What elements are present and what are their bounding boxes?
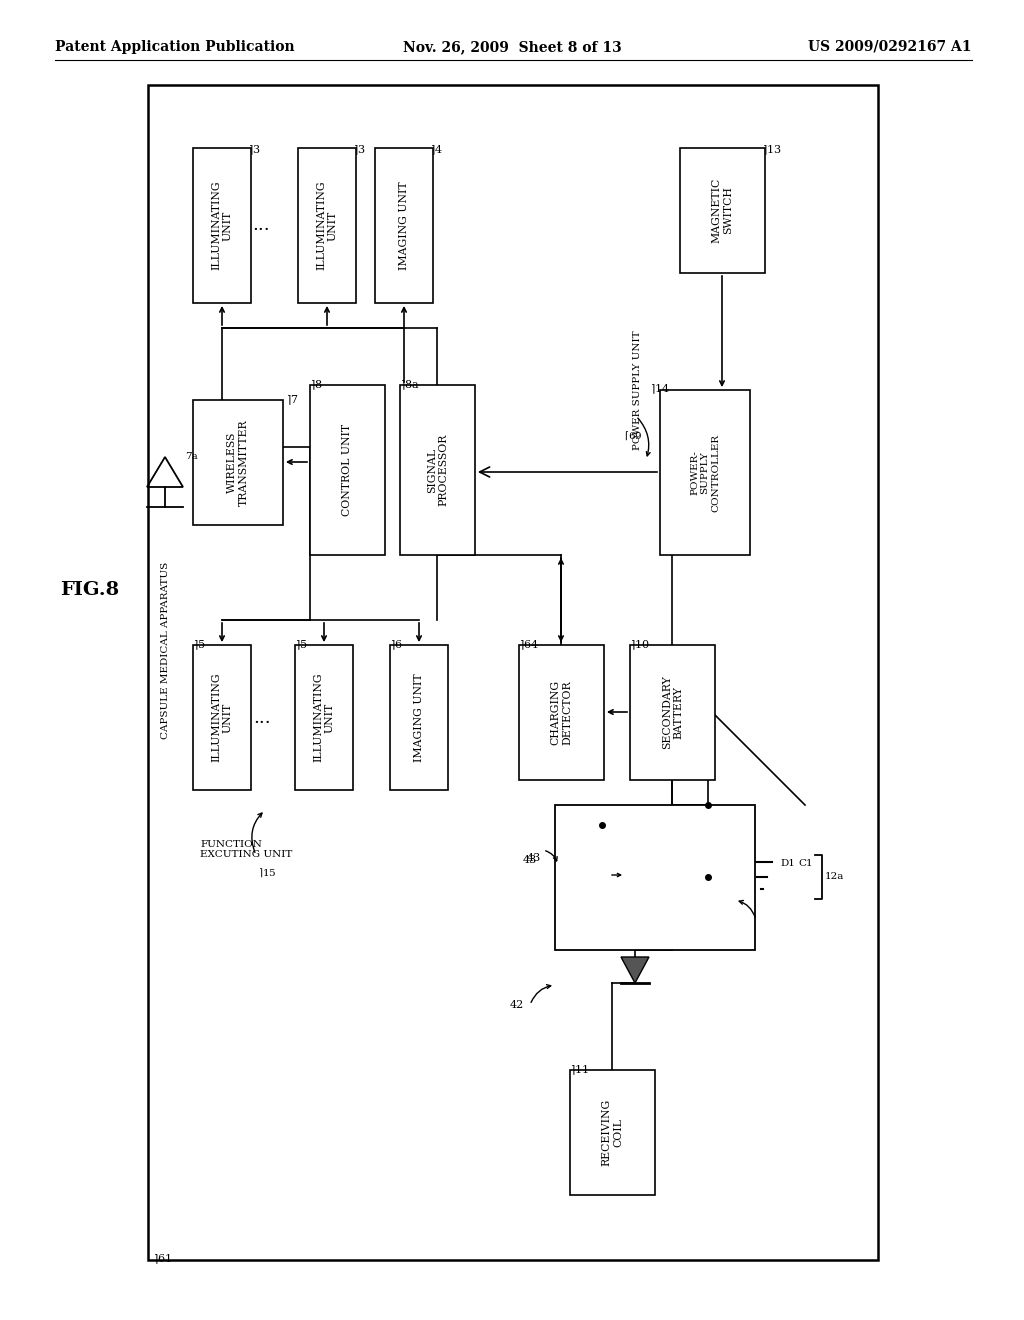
- Bar: [310, 385, 385, 554]
- Text: Patent Application Publication: Patent Application Publication: [55, 40, 295, 54]
- Text: 43: 43: [527, 853, 542, 863]
- Text: CHARGING
DETECTOR: CHARGING DETECTOR: [551, 680, 572, 744]
- Text: $\mathsf{\lceil}$69: $\mathsf{\lceil}$69: [624, 430, 642, 442]
- Text: $\mathsf{\rceil}$7: $\mathsf{\rceil}$7: [286, 393, 299, 407]
- Text: $\mathsf{\rceil}$6: $\mathsf{\rceil}$6: [390, 638, 402, 652]
- Text: $\mathsf{\rceil}$11: $\mathsf{\rceil}$11: [570, 1063, 589, 1077]
- Text: MAGNETIC
SWITCH: MAGNETIC SWITCH: [712, 178, 733, 243]
- Bar: [295, 645, 353, 789]
- Bar: [400, 385, 475, 554]
- Text: ILLUMINATING
UNIT: ILLUMINATING UNIT: [211, 181, 232, 271]
- Text: $\mathsf{\rceil}$8a: $\mathsf{\rceil}$8a: [400, 378, 420, 392]
- Text: ILLUMINATING
UNIT: ILLUMINATING UNIT: [313, 673, 335, 763]
- Bar: [148, 84, 878, 1261]
- Text: ...: ...: [252, 216, 269, 234]
- Polygon shape: [621, 957, 649, 983]
- Text: $\mathsf{\rceil}$8: $\mathsf{\rceil}$8: [310, 378, 323, 392]
- Text: $\mathsf{\rceil}$3: $\mathsf{\rceil}$3: [353, 143, 366, 157]
- Bar: [519, 645, 604, 780]
- Text: $\mathsf{\rceil}$10: $\mathsf{\rceil}$10: [630, 638, 650, 652]
- Text: ...: ...: [253, 709, 270, 727]
- Text: $\mathsf{\rceil}$5: $\mathsf{\rceil}$5: [193, 638, 206, 652]
- Text: SECONDARY
BATTERY: SECONDARY BATTERY: [662, 676, 683, 750]
- Bar: [570, 1071, 655, 1195]
- Text: SIGNAL
PROCESSOR: SIGNAL PROCESSOR: [427, 434, 449, 506]
- Bar: [680, 148, 765, 273]
- Text: RECEIVING
COIL: RECEIVING COIL: [602, 1098, 624, 1166]
- Text: $\mathsf{\rceil}$13: $\mathsf{\rceil}$13: [762, 143, 781, 157]
- Text: $\mathsf{\rceil}$4: $\mathsf{\rceil}$4: [430, 143, 443, 157]
- Text: FIG.8: FIG.8: [60, 581, 120, 599]
- Text: D1: D1: [780, 859, 795, 869]
- Text: Nov. 26, 2009  Sheet 8 of 13: Nov. 26, 2009 Sheet 8 of 13: [402, 40, 622, 54]
- Bar: [390, 645, 449, 789]
- Bar: [630, 645, 715, 780]
- Bar: [193, 645, 251, 789]
- Bar: [298, 148, 356, 304]
- Text: $\mathsf{\rceil}$14: $\mathsf{\rceil}$14: [650, 381, 670, 396]
- Bar: [193, 148, 251, 304]
- Bar: [375, 148, 433, 304]
- Text: $\mathsf{\rceil}$15: $\mathsf{\rceil}$15: [258, 867, 276, 879]
- Text: 12a: 12a: [825, 873, 845, 880]
- Text: C1: C1: [798, 859, 813, 869]
- Text: IMAGING UNIT: IMAGING UNIT: [414, 673, 424, 762]
- Text: ILLUMINATING
UNIT: ILLUMINATING UNIT: [211, 673, 232, 763]
- Text: ILLUMINATING
UNIT: ILLUMINATING UNIT: [316, 181, 338, 271]
- Bar: [555, 805, 755, 950]
- Text: IMAGING UNIT: IMAGING UNIT: [399, 181, 409, 269]
- Text: 43: 43: [523, 855, 538, 865]
- Text: WIRELESS
TRANSMITTER: WIRELESS TRANSMITTER: [227, 420, 249, 506]
- Text: POWER-
SUPPLY
CONTROLLER: POWER- SUPPLY CONTROLLER: [690, 433, 720, 512]
- Bar: [660, 389, 750, 554]
- Text: CONTROL UNIT: CONTROL UNIT: [342, 424, 352, 516]
- Text: $\mathsf{\rceil}$5: $\mathsf{\rceil}$5: [295, 638, 307, 652]
- Text: $\mathsf{\rceil}$61: $\mathsf{\rceil}$61: [153, 1251, 172, 1266]
- Text: US 2009/0292167 A1: US 2009/0292167 A1: [809, 40, 972, 54]
- Text: 42: 42: [510, 1001, 524, 1010]
- Text: FUNCTION
EXCUTING UNIT: FUNCTION EXCUTING UNIT: [200, 840, 293, 859]
- Text: CAPSULE MEDICAL APPARATUS: CAPSULE MEDICAL APPARATUS: [162, 561, 171, 739]
- Bar: [193, 400, 283, 525]
- Text: 7a: 7a: [185, 451, 198, 461]
- Text: $\mathsf{\rceil}$64: $\mathsf{\rceil}$64: [519, 638, 539, 652]
- Text: POWER SUPPLY UNIT: POWER SUPPLY UNIT: [634, 330, 642, 450]
- Text: $\mathsf{\rceil}$3: $\mathsf{\rceil}$3: [248, 143, 261, 157]
